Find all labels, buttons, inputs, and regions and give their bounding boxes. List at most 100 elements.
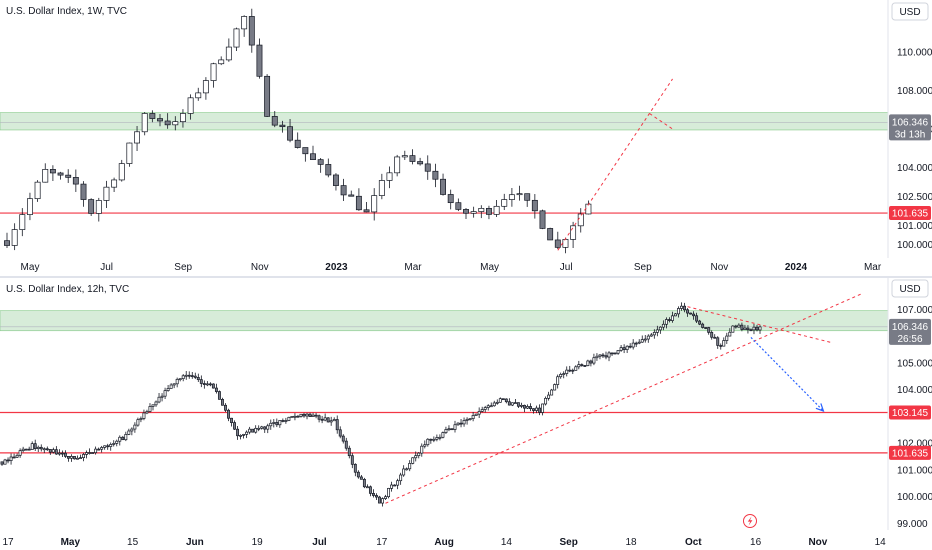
candle-body <box>435 437 439 440</box>
candle-body <box>263 426 267 430</box>
candle-body <box>689 312 693 315</box>
candle-body <box>24 448 28 451</box>
weekly-price-axis[interactable]: 100.000101.000102.500104.000106.000108.0… <box>897 47 932 251</box>
candle-body <box>193 375 197 378</box>
candle-body <box>409 155 416 162</box>
candle-body <box>501 199 508 207</box>
candle-body <box>554 239 561 248</box>
candle-body <box>36 446 40 449</box>
candle-body <box>731 325 735 333</box>
candle-body <box>254 427 258 433</box>
candle-body <box>317 415 321 420</box>
candle-body <box>493 205 500 215</box>
candle-body <box>82 454 85 458</box>
candle-body <box>195 92 202 99</box>
candle-body <box>121 436 125 441</box>
candle-body <box>275 422 279 426</box>
candle-body <box>127 430 131 435</box>
half-day-support-lower-label: 101.635 <box>892 448 929 459</box>
weekly-currency-button[interactable]: USD <box>891 2 929 21</box>
pane-divider[interactable] <box>0 276 932 278</box>
candle-body <box>21 448 25 451</box>
candle-body <box>504 398 508 403</box>
candle-body <box>257 427 261 430</box>
candle-body <box>42 169 49 183</box>
candle-body <box>746 327 750 331</box>
time-tick-label: Aug <box>434 537 453 548</box>
candle-body <box>51 449 55 453</box>
candle-body <box>524 193 531 201</box>
candle-body <box>230 417 233 423</box>
half-day-current-price-tag <box>889 318 931 345</box>
candle-body <box>680 305 683 309</box>
candle-body <box>169 384 173 389</box>
time-tick-label: Jun <box>186 537 204 548</box>
candle-body <box>463 209 469 214</box>
candle-body <box>607 352 611 358</box>
candle-body <box>547 394 551 399</box>
half-day-chart-pane[interactable]: U.S. Dollar Index, 12h, TVC USD 99.000 10… <box>0 278 932 548</box>
weekly-chart-title: U.S. Dollar Index, 1W, TVC <box>6 6 127 17</box>
time-tick-label: Sep <box>174 262 192 273</box>
candle-body <box>180 113 186 123</box>
candle-body <box>278 420 282 426</box>
candle-body <box>386 172 393 181</box>
weekly-chart-pane[interactable]: U.S. Dollar Index, 1W, TVC USD 100.000 10… <box>0 0 932 273</box>
candle-body <box>210 63 217 81</box>
time-tick-label: 18 <box>625 537 637 548</box>
candle-body <box>79 457 82 459</box>
price-tick-label: 101.000 <box>897 221 932 232</box>
time-tick-label: May <box>61 537 81 548</box>
candle-body <box>695 315 699 322</box>
candle-body <box>279 124 286 128</box>
candle-body <box>438 436 442 439</box>
candle-body <box>577 364 581 368</box>
candle-body <box>371 195 378 213</box>
candle-body <box>378 496 381 504</box>
candle-body <box>704 327 708 329</box>
price-tick-label: 102.000 <box>897 439 932 450</box>
weekly-current-price-label: 106.346 <box>892 117 929 128</box>
candle-body <box>368 486 372 494</box>
time-tick-label: 14 <box>875 537 887 548</box>
candle-body <box>172 383 176 386</box>
candle-body <box>655 329 659 333</box>
time-tick-label: 2023 <box>325 262 348 273</box>
candle-body <box>308 413 312 417</box>
candle-body <box>154 401 158 406</box>
weekly-time-axis[interactable]: May Jul Sep Nov 2023 Mar May Jul Sep Nov 2024 Mar <box>21 262 882 273</box>
candle-body <box>359 476 363 480</box>
half-day-support-upper-tag <box>889 405 931 420</box>
candle-body <box>646 335 650 340</box>
candle-body <box>432 438 436 441</box>
candle-body <box>523 404 526 409</box>
candle-body <box>187 97 194 114</box>
candle-body <box>57 172 64 176</box>
candle-body <box>474 413 478 416</box>
weekly-trendline <box>557 78 673 251</box>
candle-body <box>356 471 360 478</box>
candle-body <box>743 327 747 330</box>
time-tick-label: Sep <box>634 262 652 273</box>
candle-body <box>142 412 146 419</box>
candle-body <box>88 452 92 454</box>
candle-body <box>239 434 243 437</box>
candle-body <box>725 335 729 341</box>
half-day-price-axis[interactable]: 99.000 100.000 101.000 102.000 104.000 105.00… <box>897 305 932 530</box>
candle-body <box>4 240 10 246</box>
candle-body <box>716 337 720 346</box>
candle-body <box>196 377 200 380</box>
candle-body <box>399 474 403 482</box>
candle-body <box>562 373 566 375</box>
weekly-support-price-tag <box>889 206 931 221</box>
candle-body <box>118 163 125 181</box>
half-day-time-axis[interactable]: 17 May 15 Jun 19 Jul 17 Aug 14 Sep 18 Oct 16 Nov 14 <box>2 537 886 548</box>
candle-body <box>692 313 696 317</box>
candle-body <box>134 131 140 144</box>
candle-body <box>103 186 110 201</box>
flash-icon[interactable] <box>743 514 757 528</box>
candle-body <box>507 401 511 406</box>
half-day-currency-button[interactable]: USD <box>891 279 929 298</box>
candle-body <box>529 406 532 409</box>
